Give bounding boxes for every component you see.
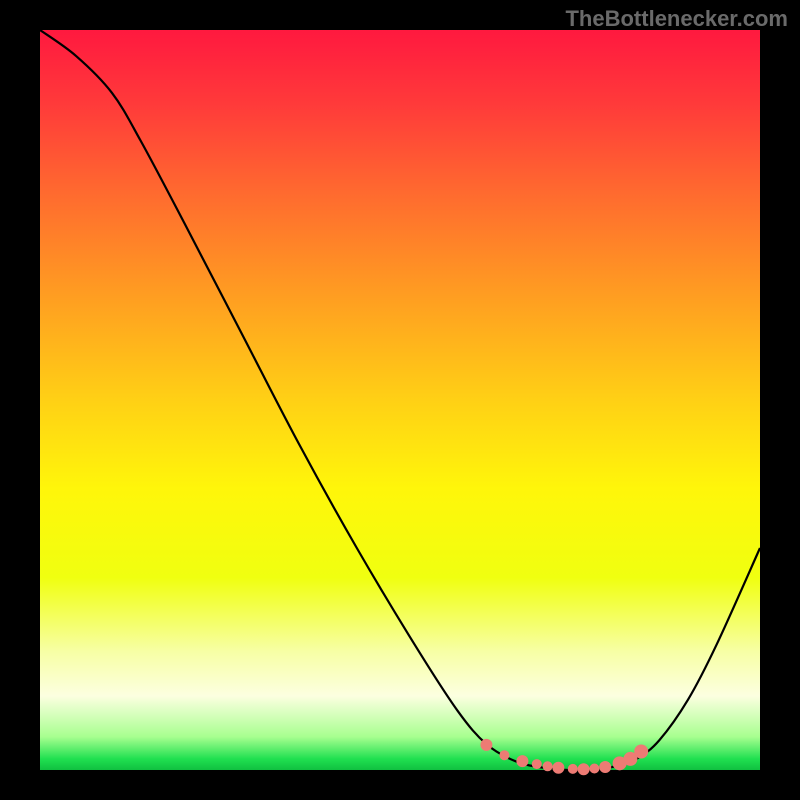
marker-dot xyxy=(599,761,611,773)
chart-container: TheBottlenecker.com xyxy=(0,0,800,800)
marker-dot xyxy=(499,750,509,760)
marker-dot xyxy=(568,764,578,774)
marker-dot xyxy=(589,764,599,774)
marker-dot xyxy=(634,745,648,759)
marker-dot xyxy=(516,755,528,767)
marker-dot xyxy=(543,761,553,771)
marker-dot xyxy=(552,762,564,774)
gradient-background xyxy=(40,30,760,770)
watermark-text: TheBottlenecker.com xyxy=(565,6,788,32)
marker-dot xyxy=(480,739,492,751)
bottleneck-curve-chart xyxy=(0,0,800,800)
marker-dot xyxy=(578,763,590,775)
marker-dot xyxy=(532,759,542,769)
